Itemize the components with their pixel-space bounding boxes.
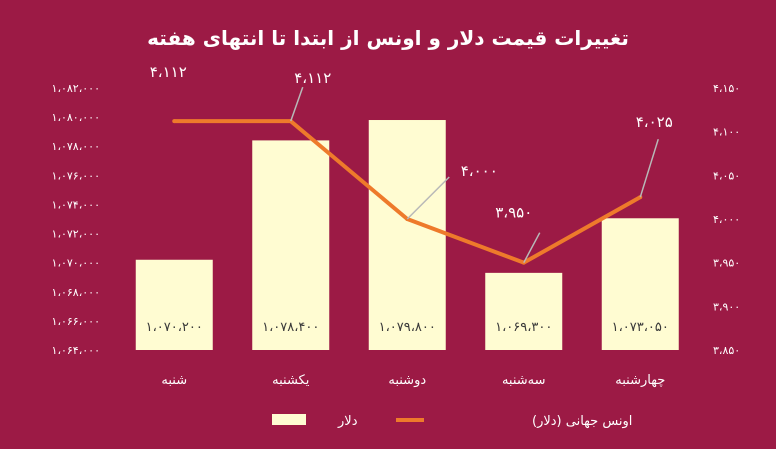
bar-4 bbox=[485, 272, 563, 350]
bar-data-label: ۱،۰۷۳،۰۵۰ bbox=[612, 320, 669, 335]
category-label: چهارشنبه bbox=[615, 373, 665, 388]
bar-5 bbox=[601, 218, 679, 350]
bar-data-label: ۱،۰۶۹،۳۰۰ bbox=[495, 320, 552, 335]
ounce-label-leader bbox=[290, 86, 304, 122]
right-axis-tick-label: ۳،۹۰۰ bbox=[713, 300, 740, 313]
left-axis-tick-label: ۱،۰۷۴،۰۰۰ bbox=[52, 198, 100, 211]
left-axis-tick-label: ۱،۰۷۸،۰۰۰ bbox=[52, 140, 100, 153]
legend-bar-swatch bbox=[272, 414, 306, 425]
bar-data-label: ۱،۰۷۹،۸۰۰ bbox=[379, 320, 436, 335]
ounce-data-label: ۴،۱۱۲ bbox=[150, 63, 187, 81]
left-axis-tick-label: ۱،۰۷۰،۰۰۰ bbox=[52, 257, 100, 270]
ounce-data-label: ۳،۹۵۰ bbox=[495, 204, 532, 222]
bar-data-label: ۱،۰۷۸،۴۰۰ bbox=[262, 320, 319, 335]
category-label: سه‌شنبه bbox=[502, 373, 546, 388]
right-axis-tick-label: ۳،۸۵۰ bbox=[713, 344, 740, 357]
bar-3 bbox=[368, 120, 446, 351]
ounce-label-leader bbox=[406, 176, 450, 220]
right-axis-tick-label: ۴،۰۵۰ bbox=[713, 169, 740, 182]
bar-2 bbox=[252, 140, 330, 350]
left-axis-tick-label: ۱،۰۷۲،۰۰۰ bbox=[52, 228, 100, 241]
ounce-data-label: ۴،۱۱۲ bbox=[294, 69, 331, 87]
ounce-data-label: ۴،۰۲۵ bbox=[636, 113, 673, 131]
ounce-label-leader bbox=[639, 138, 659, 198]
right-axis-tick-label: ۴،۰۰۰ bbox=[713, 213, 740, 226]
ounce-price-point bbox=[172, 119, 177, 124]
right-axis-tick-label: ۴،۱۵۰ bbox=[713, 82, 740, 95]
bar-data-label: ۱،۰۷۰،۲۰۰ bbox=[146, 320, 203, 335]
right-axis-tick-label: ۴،۱۰۰ bbox=[713, 126, 740, 139]
category-label: دوشنبه bbox=[388, 373, 426, 388]
legend-dollar-label: دلار bbox=[337, 414, 358, 429]
ounce-data-label: ۴،۰۰۰ bbox=[461, 162, 498, 180]
left-axis-tick-label: ۱،۰۷۶،۰۰۰ bbox=[52, 169, 100, 182]
left-axis-tick-label: ۱،۰۶۸،۰۰۰ bbox=[52, 286, 100, 299]
left-axis-tick-label: ۱،۰۶۶،۰۰۰ bbox=[52, 315, 100, 328]
right-axis-tick-label: ۳،۹۵۰ bbox=[713, 257, 740, 270]
left-axis-tick-label: ۱،۰۸۰،۰۰۰ bbox=[52, 111, 100, 124]
left-axis-tick-label: ۱،۰۸۲،۰۰۰ bbox=[52, 82, 100, 95]
bar-1 bbox=[135, 259, 213, 350]
category-label: یکشنبه bbox=[272, 373, 310, 388]
left-axis-tick-label: ۱،۰۶۴،۰۰۰ bbox=[52, 344, 100, 357]
legend-ounce-label: اونس جهانی (دلار) bbox=[532, 414, 632, 429]
chart-title: تغییرات قیمت دلار و اونس از ابتدا تا انت… bbox=[147, 26, 629, 50]
category-label: شنبه bbox=[161, 373, 187, 388]
ounce-label-leader bbox=[523, 232, 541, 264]
